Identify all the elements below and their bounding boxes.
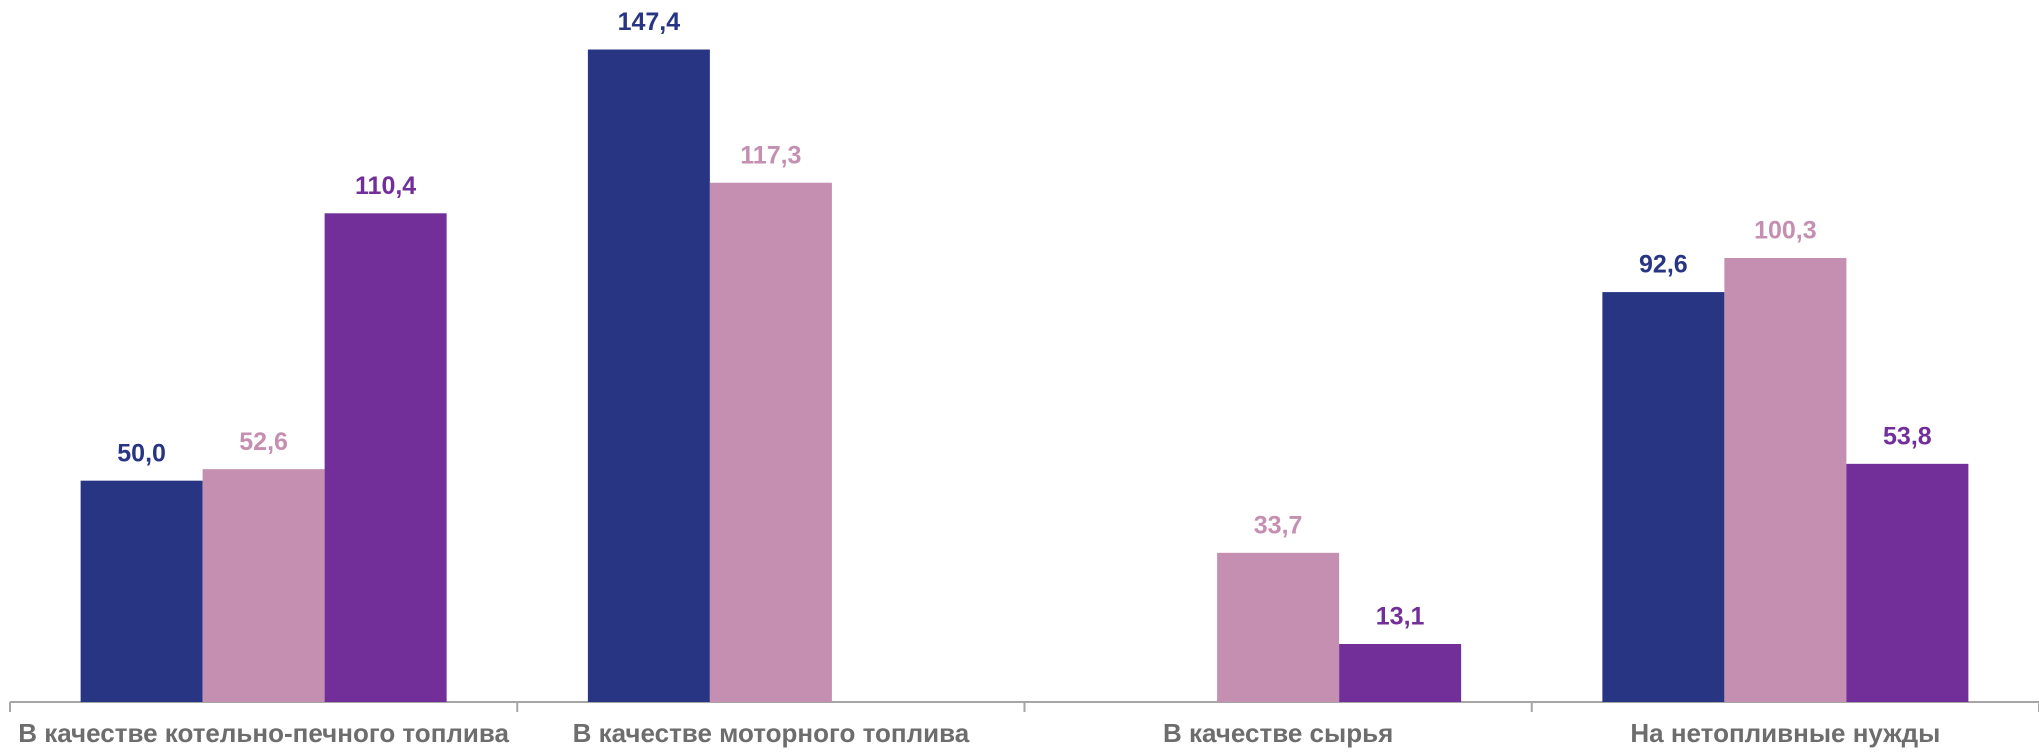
value-label: 50,0 [117,439,166,467]
value-label: 100,3 [1754,217,1817,245]
value-label: 110,4 [355,172,416,200]
bar [202,469,325,702]
x-tick-label: В качестве сырья [1163,718,1393,748]
x-tick-label: В качестве моторного топлива [573,718,970,748]
value-label: 13,1 [1376,603,1425,631]
value-label: 92,6 [1639,251,1688,279]
value-label: 52,6 [239,428,288,456]
bar [1339,644,1462,702]
value-label: 53,8 [1883,422,1932,450]
bar [709,182,832,702]
value-label: 147,4 [618,8,681,36]
bar [1724,258,1847,702]
x-tick-label: В качестве котельно-печного топлива [18,718,509,748]
value-label: 33,7 [1254,511,1303,539]
bar [1846,463,1969,702]
bar [324,213,447,702]
bar [80,480,203,702]
value-label: 117,3 [740,141,801,169]
x-tick-label: На нетопливные нужды [1630,718,1940,748]
bar [1602,292,1725,702]
bar [587,49,710,702]
bar [1217,552,1340,702]
